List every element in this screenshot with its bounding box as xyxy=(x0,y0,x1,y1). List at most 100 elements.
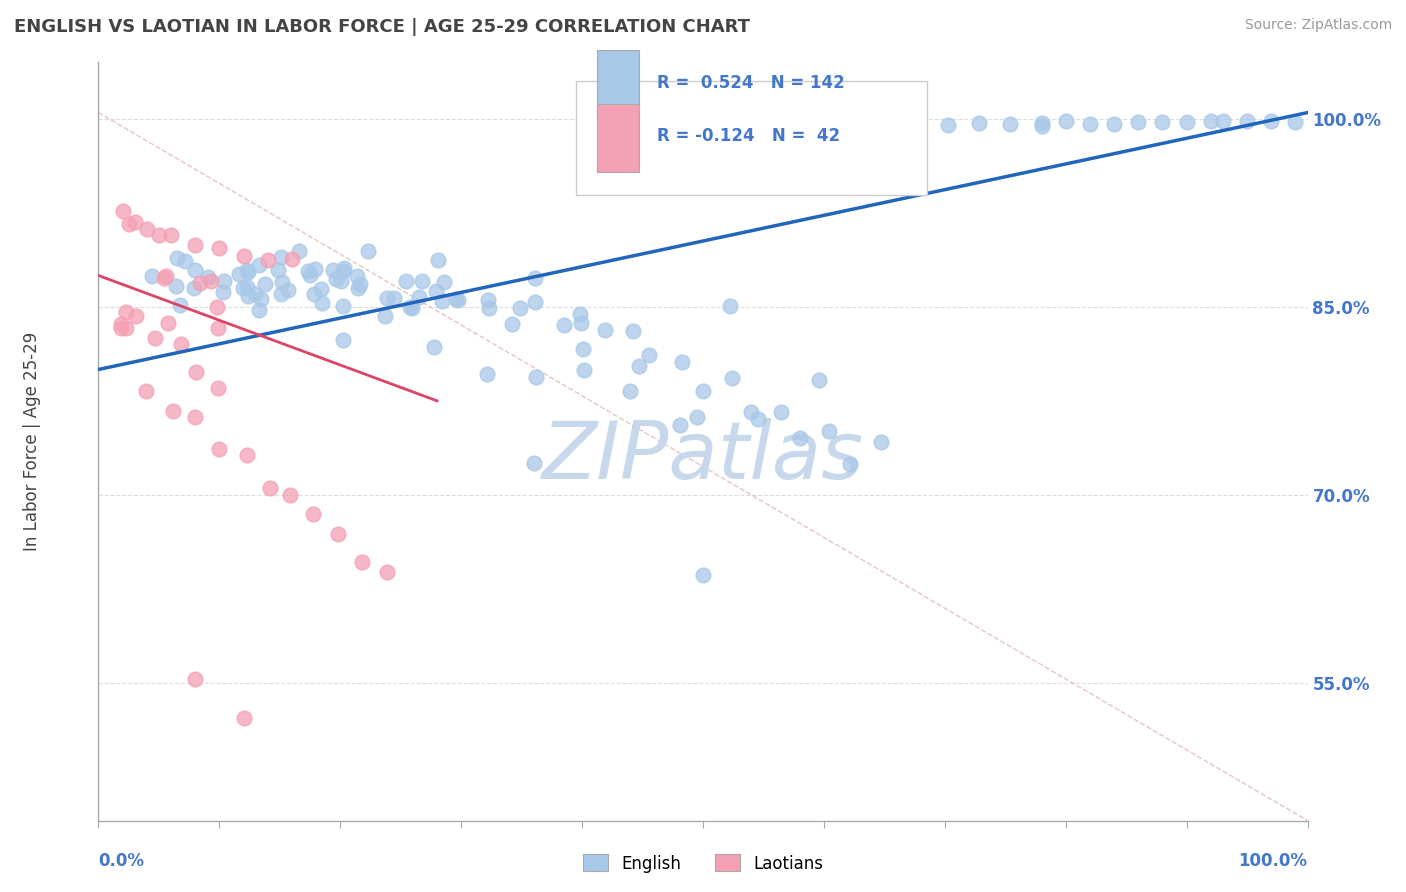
Point xyxy=(170,337,193,351)
Point xyxy=(523,295,546,310)
Point xyxy=(281,252,304,267)
Point xyxy=(818,424,841,438)
Point xyxy=(1128,115,1150,129)
Point xyxy=(254,277,277,291)
Point xyxy=(408,290,430,304)
Point xyxy=(207,300,229,314)
Point xyxy=(347,281,370,295)
Point xyxy=(725,118,748,132)
Point xyxy=(1260,113,1282,128)
Point xyxy=(207,381,229,395)
Point xyxy=(332,299,354,313)
Point xyxy=(299,268,322,282)
Point xyxy=(184,238,207,252)
Point xyxy=(311,296,333,310)
Point xyxy=(212,274,235,288)
Point xyxy=(623,324,645,338)
Point xyxy=(382,291,405,305)
Point xyxy=(1102,117,1125,131)
Point xyxy=(477,368,499,382)
Point xyxy=(111,204,134,219)
Point xyxy=(208,241,231,255)
Point xyxy=(839,457,862,471)
Point xyxy=(135,384,157,398)
Point xyxy=(232,711,254,725)
Point xyxy=(249,292,271,306)
Text: In Labor Force | Age 25-29: In Labor Force | Age 25-29 xyxy=(22,332,41,551)
Point xyxy=(325,272,347,286)
Point xyxy=(936,118,959,132)
Point xyxy=(352,556,374,570)
Point xyxy=(309,282,332,296)
FancyBboxPatch shape xyxy=(596,51,638,119)
Point xyxy=(118,217,141,231)
Point xyxy=(153,271,176,285)
Text: 100.0%: 100.0% xyxy=(1239,852,1308,870)
Point xyxy=(425,284,447,298)
Point xyxy=(184,672,207,686)
Point xyxy=(875,117,897,131)
Point xyxy=(267,263,290,277)
Point xyxy=(1078,117,1101,131)
FancyBboxPatch shape xyxy=(596,103,638,172)
Point xyxy=(1199,113,1222,128)
Text: ZIPatlas: ZIPatlas xyxy=(541,417,865,496)
Point xyxy=(160,227,183,242)
Point xyxy=(1284,115,1306,129)
Point xyxy=(769,405,792,419)
Point xyxy=(115,305,138,319)
Point xyxy=(426,253,449,268)
Point xyxy=(1152,115,1174,129)
Point xyxy=(228,267,250,281)
Point xyxy=(375,566,398,580)
Point xyxy=(401,301,423,315)
Point xyxy=(184,409,207,424)
Point xyxy=(332,264,354,278)
Point xyxy=(302,286,325,301)
Text: R =  0.524   N = 142: R = 0.524 N = 142 xyxy=(657,74,845,92)
Point xyxy=(668,417,690,432)
Point xyxy=(277,283,299,297)
Point xyxy=(477,293,499,307)
Point xyxy=(692,384,714,398)
Point xyxy=(1000,117,1022,131)
FancyBboxPatch shape xyxy=(576,81,927,195)
Point xyxy=(236,265,259,279)
Point xyxy=(1031,116,1053,130)
Point xyxy=(271,275,294,289)
Point xyxy=(162,403,184,417)
Point xyxy=(1031,119,1053,133)
Point xyxy=(184,262,207,277)
Point xyxy=(346,269,368,284)
Point xyxy=(430,293,453,308)
Point xyxy=(232,281,254,295)
Point xyxy=(569,316,592,330)
Point xyxy=(169,298,191,312)
Point xyxy=(184,365,207,379)
Text: ENGLISH VS LAOTIAN IN LABOR FORCE | AGE 25-29 CORRELATION CHART: ENGLISH VS LAOTIAN IN LABOR FORCE | AGE … xyxy=(14,18,749,36)
Text: 0.0%: 0.0% xyxy=(98,852,145,870)
Point xyxy=(444,292,467,306)
Point xyxy=(328,527,350,541)
Point xyxy=(197,270,219,285)
Point xyxy=(173,254,195,268)
Point xyxy=(1175,115,1198,129)
Point xyxy=(523,270,546,285)
Point xyxy=(236,448,259,462)
Point xyxy=(686,409,709,424)
Point xyxy=(349,277,371,292)
Point xyxy=(287,244,309,259)
Point xyxy=(1212,113,1234,128)
Point xyxy=(720,299,742,313)
Point xyxy=(155,269,177,284)
Point xyxy=(692,568,714,582)
Point xyxy=(304,261,326,276)
Point xyxy=(627,359,650,373)
Point xyxy=(572,342,595,356)
Point xyxy=(124,215,146,229)
Point xyxy=(374,309,396,323)
Point xyxy=(553,318,575,332)
Point xyxy=(720,371,742,385)
Point xyxy=(447,293,470,307)
Text: Source: ZipAtlas.com: Source: ZipAtlas.com xyxy=(1244,18,1392,32)
